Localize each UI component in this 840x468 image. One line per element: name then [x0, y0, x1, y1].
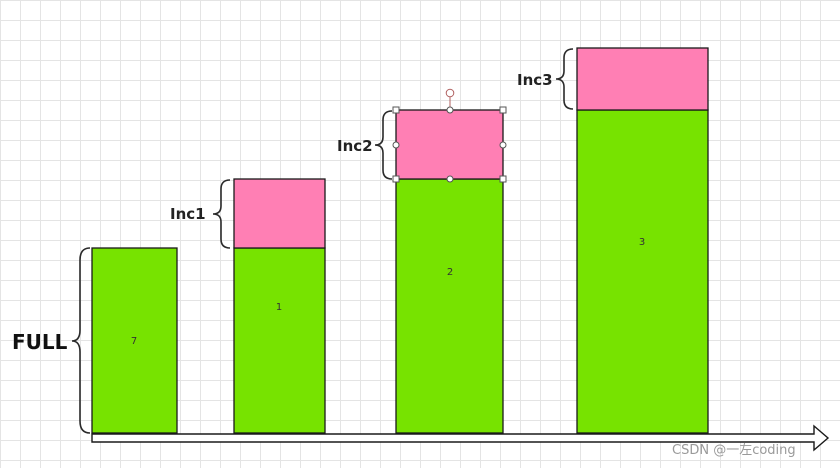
inc1-block[interactable] [233, 178, 326, 249]
watermark-text: CSDN @一左coding [672, 443, 796, 458]
inc2-label: Inc2 [337, 137, 373, 155]
inc2-block[interactable] [395, 109, 504, 180]
block-label-1: 1 [276, 302, 282, 313]
resize-handle-bottom[interactable] [446, 175, 454, 183]
resize-handle-top[interactable] [446, 106, 454, 114]
inc1-brace-icon [212, 179, 231, 249]
inc2-selection-handles[interactable] [392, 88, 507, 183]
full-brace-icon [71, 247, 91, 434]
block-label-2: 2 [447, 267, 453, 278]
full-block-bar-2[interactable] [395, 178, 504, 434]
full-block-bar-3[interactable] [576, 109, 709, 434]
inc3-brace-icon [555, 48, 574, 110]
resize-handle-bottom-left[interactable] [392, 175, 400, 183]
inc2-brace-icon [374, 110, 393, 180]
resize-handle-bottom-right[interactable] [499, 175, 507, 183]
full-label: FULL [12, 330, 68, 354]
resize-handle-top-left[interactable] [392, 106, 400, 114]
full-block-bar-1[interactable] [233, 247, 326, 434]
full-block-bar-0[interactable] [91, 247, 178, 434]
block-label-3: 3 [639, 237, 645, 248]
time-axis-arrow [91, 424, 830, 452]
block-label-0: 7 [131, 336, 137, 347]
inc3-block[interactable] [576, 47, 709, 111]
resize-handle-left[interactable] [392, 141, 400, 149]
resize-handle-right[interactable] [499, 141, 507, 149]
resize-handle-top-right[interactable] [499, 106, 507, 114]
rotate-handle[interactable] [445, 88, 455, 98]
inc3-label: Inc3 [517, 71, 553, 89]
inc1-label: Inc1 [170, 205, 206, 223]
